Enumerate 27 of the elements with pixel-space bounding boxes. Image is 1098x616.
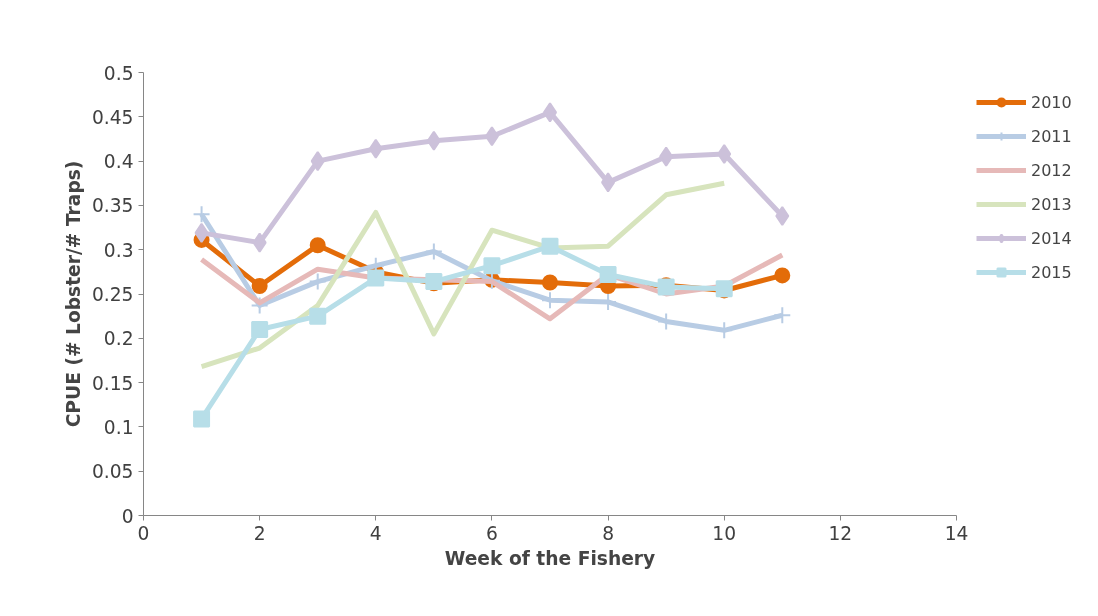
x-tick-label: 12	[828, 522, 853, 544]
y-tick-label: 0.4	[103, 151, 134, 173]
x-tick-label: 8	[602, 522, 615, 544]
x-tick-label: 14	[944, 522, 969, 544]
x-tick-label: 0	[137, 522, 150, 544]
y-tick-label: 0.3	[103, 239, 134, 261]
legend-label: 2015	[1031, 262, 1072, 282]
x-tick-label: 4	[369, 522, 382, 544]
y-tick-label: 0.1	[103, 416, 134, 438]
legend-label: 2011	[1031, 126, 1072, 146]
legend-label: 2012	[1031, 160, 1072, 180]
y-axis-title: CPUE (# Lobster/# Traps)	[62, 160, 84, 428]
x-axis-title: Week of the Fishery	[444, 547, 656, 569]
legend-label: 2014	[1031, 228, 1072, 248]
y-tick-label: 0	[121, 505, 134, 527]
x-tick-label: 2	[253, 522, 266, 544]
x-tick-label: 10	[712, 522, 737, 544]
y-tick-label: 0.05	[91, 461, 134, 483]
y-tick-label: 0.45	[91, 106, 134, 128]
y-tick-label: 0.15	[91, 372, 134, 394]
y-tick-label: 0.25	[91, 284, 134, 305]
legend-label: 2013	[1031, 194, 1072, 214]
y-tick-label: 0.5	[103, 62, 134, 84]
x-tick-label: 6	[485, 522, 498, 544]
y-tick-label: 0.35	[91, 195, 134, 217]
legend-label: 2010	[1031, 92, 1072, 112]
y-tick-label: 0.2	[103, 328, 134, 350]
